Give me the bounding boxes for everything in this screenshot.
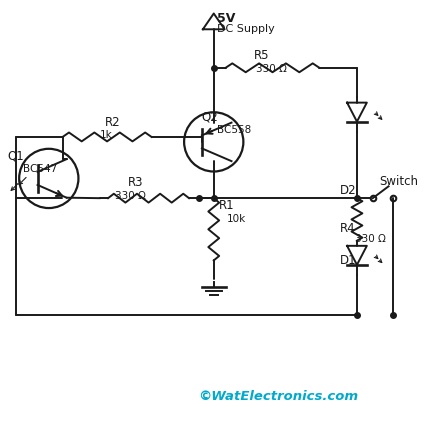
Text: Q2: Q2 (201, 110, 218, 123)
Text: 10k: 10k (227, 213, 246, 223)
Text: Q1: Q1 (7, 150, 24, 162)
Text: R1: R1 (219, 199, 234, 212)
Text: DC Supply: DC Supply (217, 24, 275, 34)
Text: D2: D2 (340, 184, 357, 197)
Text: 1k: 1k (100, 130, 113, 140)
Text: 330 Ω: 330 Ω (355, 233, 386, 243)
Text: ©WatElectronics.com: ©WatElectronics.com (198, 389, 358, 402)
Text: 330 Ω: 330 Ω (115, 191, 146, 201)
Text: R2: R2 (105, 116, 121, 129)
Text: BC558: BC558 (217, 125, 251, 135)
Text: D1: D1 (340, 254, 357, 267)
Text: 330 Ω: 330 Ω (256, 63, 287, 74)
Text: 5V: 5V (217, 12, 235, 25)
Text: BC547: BC547 (23, 163, 57, 173)
Text: R5: R5 (254, 49, 270, 62)
Text: R3: R3 (128, 176, 143, 189)
Text: Switch: Switch (380, 175, 419, 188)
Text: R4: R4 (340, 221, 356, 234)
